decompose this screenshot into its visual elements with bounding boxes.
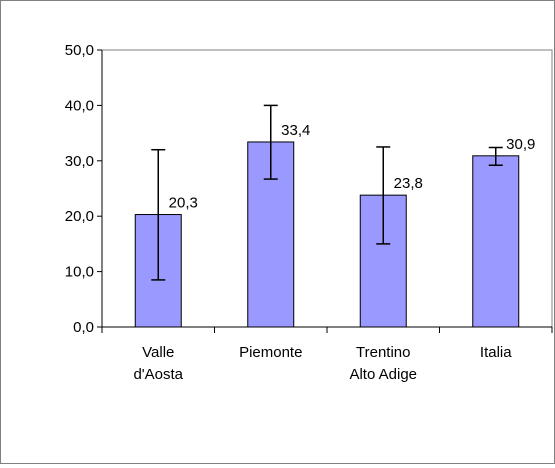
y-tick-label: 0,0: [73, 319, 94, 336]
x-tick-label: Italia: [480, 344, 512, 361]
data-label: 23,8: [394, 175, 423, 192]
y-tick-label: 20,0: [65, 208, 94, 225]
x-tick-label: Piemonte: [239, 344, 302, 361]
y-tick-label: 30,0: [65, 153, 94, 170]
bar: [247, 141, 295, 328]
data-label: 30,9: [506, 136, 535, 153]
bar: [472, 155, 520, 328]
x-tick-label: Valle d'Aosta: [133, 344, 183, 383]
y-tick-label: 50,0: [65, 42, 94, 59]
y-tick-label: 10,0: [65, 264, 94, 281]
x-tick-label: Trentino Alto Adige: [349, 344, 417, 383]
data-label: 33,4: [281, 122, 310, 139]
y-tick-label: 40,0: [65, 97, 94, 114]
data-label: 20,3: [169, 195, 198, 212]
